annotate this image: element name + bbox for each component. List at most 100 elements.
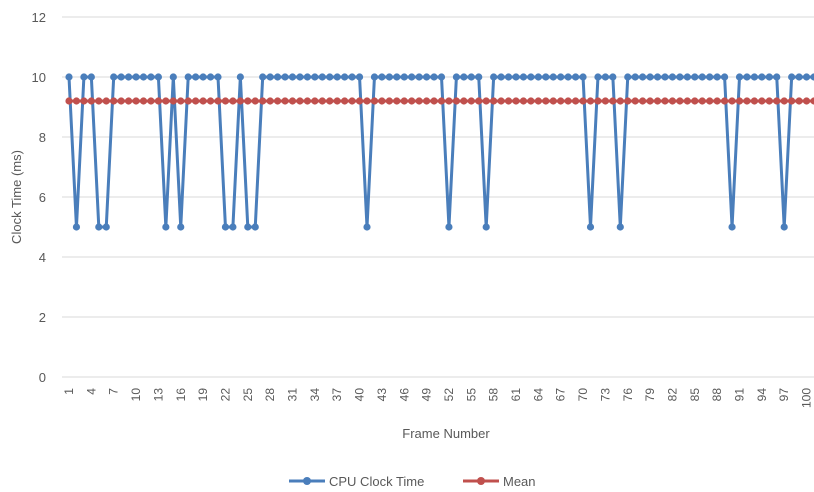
data-point (631, 97, 639, 105)
data-point (504, 97, 513, 105)
data-point (452, 73, 460, 81)
data-point (95, 97, 103, 105)
legend-item-cpu-clock-time: CPU Clock Time (289, 474, 424, 489)
data-point (549, 73, 557, 81)
data-point (102, 223, 110, 231)
data-point (378, 97, 386, 105)
data-point (147, 73, 155, 81)
data-point (706, 97, 714, 105)
data-point (110, 73, 118, 81)
data-point (184, 73, 192, 81)
data-point (184, 97, 192, 105)
x-tick-label: 40 (353, 388, 367, 402)
data-point (795, 73, 803, 81)
x-tick-label: 82 (665, 388, 679, 402)
data-point (557, 97, 565, 105)
data-point (214, 73, 222, 81)
y-tick-label: 12 (32, 10, 46, 25)
data-point (393, 97, 401, 105)
data-point (639, 97, 647, 105)
data-point (601, 97, 610, 105)
data-point (117, 97, 125, 105)
data-point (65, 73, 73, 81)
x-tick-label: 13 (151, 388, 165, 402)
data-point (549, 97, 557, 105)
data-point (646, 73, 654, 81)
data-point (668, 97, 677, 105)
data-point (698, 73, 706, 81)
data-point (326, 97, 334, 105)
data-point (214, 97, 222, 105)
data-point (810, 73, 814, 81)
x-axis-ticks: 1 4 7 10 13 16 19 22 25 28 31 34 37 40 43 46 49 52 55 58 61 6… (62, 388, 814, 408)
data-point (423, 73, 431, 81)
x-tick-label: 34 (308, 388, 322, 402)
x-tick-label: 28 (263, 388, 277, 402)
data-point (586, 97, 595, 105)
data-point (601, 73, 610, 81)
x-tick-label: 46 (397, 388, 411, 402)
data-point (542, 73, 550, 81)
data-point (802, 97, 811, 105)
x-axis-title: Frame Number (402, 426, 490, 441)
data-point (676, 73, 684, 81)
data-point (482, 97, 490, 105)
x-tick-label: 79 (643, 388, 657, 402)
data-point (534, 97, 542, 105)
data-point (400, 97, 408, 105)
legend: CPU Clock Time Mean (289, 474, 536, 489)
data-point (281, 73, 289, 81)
data-point (572, 97, 580, 105)
data-point (95, 223, 103, 231)
data-point (110, 97, 118, 105)
data-point (788, 97, 796, 105)
x-tick-label: 61 (509, 388, 523, 402)
data-point (348, 97, 356, 105)
data-point (735, 97, 744, 105)
data-point (266, 73, 274, 81)
data-point (519, 97, 528, 105)
data-point (311, 73, 319, 81)
x-tick-label: 67 (554, 388, 568, 402)
data-point (475, 97, 483, 105)
data-point (706, 73, 714, 81)
data-point (542, 97, 550, 105)
y-axis-ticks: 0 2 4 6 8 10 12 (32, 10, 46, 385)
data-point (363, 97, 371, 105)
data-point (773, 97, 781, 105)
data-point (624, 73, 632, 81)
data-point (348, 73, 356, 81)
data-point (408, 97, 416, 105)
data-point (206, 97, 215, 105)
data-point (482, 223, 490, 231)
data-point (691, 97, 699, 105)
data-point (445, 223, 453, 231)
data-point (698, 97, 706, 105)
data-point (452, 97, 460, 105)
data-point (385, 73, 393, 81)
x-tick-label: 64 (531, 388, 545, 402)
data-point (460, 97, 468, 105)
y-axis-title: Clock Time (ms) (9, 150, 24, 244)
data-point (713, 97, 721, 105)
data-point (639, 73, 647, 81)
data-point (683, 97, 691, 105)
data-point (497, 97, 505, 105)
data-point (221, 97, 230, 105)
data-point (721, 73, 729, 81)
data-point (236, 97, 244, 105)
data-point (795, 97, 803, 105)
x-tick-label: 94 (755, 388, 769, 402)
data-point (586, 223, 595, 231)
x-tick-label: 85 (688, 388, 702, 402)
data-point (147, 97, 155, 105)
data-point (72, 97, 81, 105)
data-point (534, 73, 542, 81)
data-point (557, 73, 565, 81)
data-point (527, 97, 535, 105)
data-point (810, 97, 814, 105)
data-point (281, 97, 289, 105)
data-point (624, 97, 632, 105)
data-point (564, 73, 572, 81)
x-tick-label: 100 (800, 388, 814, 408)
